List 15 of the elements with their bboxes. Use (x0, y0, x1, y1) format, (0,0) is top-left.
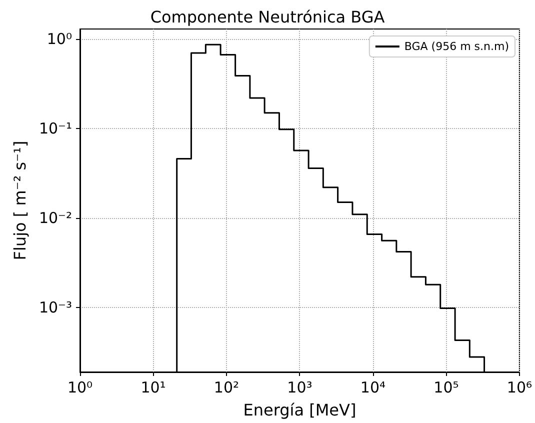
x-tick-label: 10¹ (140, 378, 166, 396)
chart-title: Componente Neutrónica BGA (150, 8, 385, 26)
x-tick-label: 10³ (287, 378, 312, 396)
x-tick-label: 10² (214, 378, 240, 396)
y-tick-label: 10⁻³ (38, 298, 72, 316)
y-tick-label: 10⁻² (38, 209, 72, 228)
y-tick-label: 10⁻¹ (38, 120, 72, 138)
x-axis-title: Energía [MeV] (243, 400, 356, 420)
x-tick-label: 10⁰ (67, 378, 93, 396)
x-tick-label: 10⁴ (360, 378, 386, 396)
x-tick-label: 10⁵ (434, 378, 459, 396)
y-axis-title: Flujo [ m⁻² s⁻¹] (10, 140, 30, 260)
x-tick-label: 10⁶ (506, 378, 532, 396)
y-tick-label: 10⁰ (46, 30, 72, 48)
legend-label: BGA (956 m s.n.m) (404, 40, 510, 53)
